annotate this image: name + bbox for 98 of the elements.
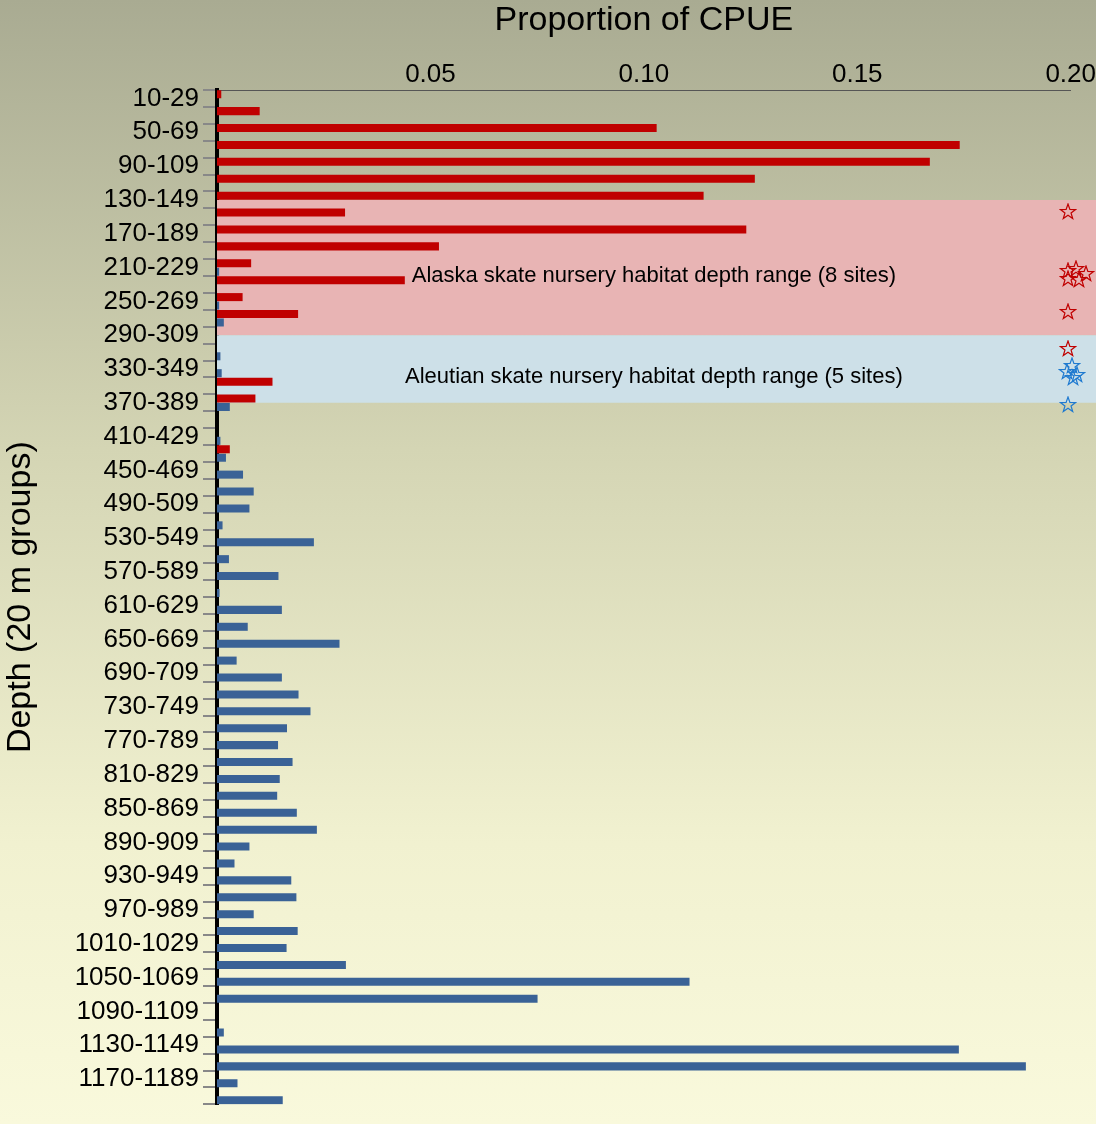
y-tick-label: 1170-1189 [78,1062,199,1093]
bar [217,893,297,902]
bar [217,445,230,454]
y-tick-label: 810-829 [103,757,199,788]
bar [217,140,960,149]
y-tick-label: 850-869 [103,791,199,822]
y-tick-label: 730-749 [103,690,199,721]
bar [217,960,346,969]
y-tick-label: 1130-1149 [78,1028,199,1059]
y-tick-label: 210-229 [103,250,199,281]
bar [217,267,220,276]
bar [217,402,230,412]
bar [217,225,747,234]
x-tick-label: 0.15 [831,57,883,88]
bar [217,758,293,767]
y-tick-label: 450-469 [103,453,199,484]
bar [217,859,235,868]
x-tick-label: 0.10 [618,57,670,88]
bar [217,1028,224,1037]
bar [217,1096,283,1105]
bar [217,673,282,682]
bar [217,318,224,327]
bar [217,174,755,183]
bar [217,690,299,699]
y-tick-label: 690-709 [103,656,199,687]
bar [217,90,222,99]
bar [217,808,297,817]
band-label: Aleutian skate nursery habitat depth range (5 sites) [404,363,903,389]
bar [217,377,273,386]
bar [217,1045,959,1054]
y-tick-label: 50-69 [132,115,199,146]
y-tick-label: 1050-1069 [74,960,199,991]
bar [217,521,223,530]
bar [217,453,226,462]
bar [217,927,298,936]
bar [217,310,299,319]
y-tick-label: 330-349 [103,352,199,383]
y-tick-label: 930-949 [103,859,199,890]
y-tick-label: 410-429 [103,419,199,450]
bar [217,774,280,783]
y-tick-label: 1010-1029 [74,926,199,957]
bar [217,994,538,1003]
bar [217,369,222,378]
bar [217,1079,238,1088]
bar [217,656,237,665]
bar [217,157,930,166]
y-tick-label: 250-269 [103,284,199,315]
bar [217,504,250,513]
bar [217,876,292,885]
bar [217,487,254,496]
bar [217,208,346,217]
bar [217,944,287,953]
bar [217,191,704,200]
band-label: Alaska skate nursery habitat depth range (8 sites) [411,261,896,287]
y-tick-label: 890-909 [103,825,199,856]
bar [217,293,243,302]
y-tick-label: 90-109 [118,149,199,180]
bar [217,842,250,851]
y-tick-label: 1090-1109 [76,994,199,1025]
bar [217,470,244,479]
y-tick-label: 970-989 [103,893,199,924]
bar [217,1062,1026,1071]
bar [217,242,439,251]
y-tick-label: 370-389 [103,385,199,416]
bar [217,707,311,716]
bar [217,276,405,285]
x-axis-title: Proportion of CPUE [494,0,794,37]
bar [217,791,278,800]
y-axis-title: Depth (20 m groups) [0,441,37,754]
x-tick-label: 0.05 [405,57,456,88]
bar [217,977,690,986]
bar [217,124,657,133]
bar [217,259,252,268]
bar [217,301,220,310]
bar [217,605,282,614]
bar [217,639,340,648]
y-tick-label: 530-549 [103,521,199,552]
y-tick-label: 130-149 [103,183,199,214]
bar [217,107,260,116]
bar [217,555,229,564]
y-tick-label: 610-629 [103,588,199,619]
bar [217,588,220,597]
x-tick-label: 0.20 [1045,57,1096,88]
bar [217,724,287,733]
bar [217,910,254,919]
bar [217,572,279,581]
bar [217,538,314,547]
bar [217,825,317,834]
y-tick-label: 770-789 [103,724,199,755]
bar [217,741,279,750]
bar [217,394,256,403]
y-tick-label: 10-29 [132,81,199,112]
y-tick-label: 570-589 [103,555,199,586]
y-tick-label: 170-189 [103,216,199,247]
bar [217,622,248,631]
y-tick-label: 290-309 [103,318,199,349]
y-tick-label: 650-669 [103,622,199,653]
y-tick-label: 490-509 [103,487,199,518]
